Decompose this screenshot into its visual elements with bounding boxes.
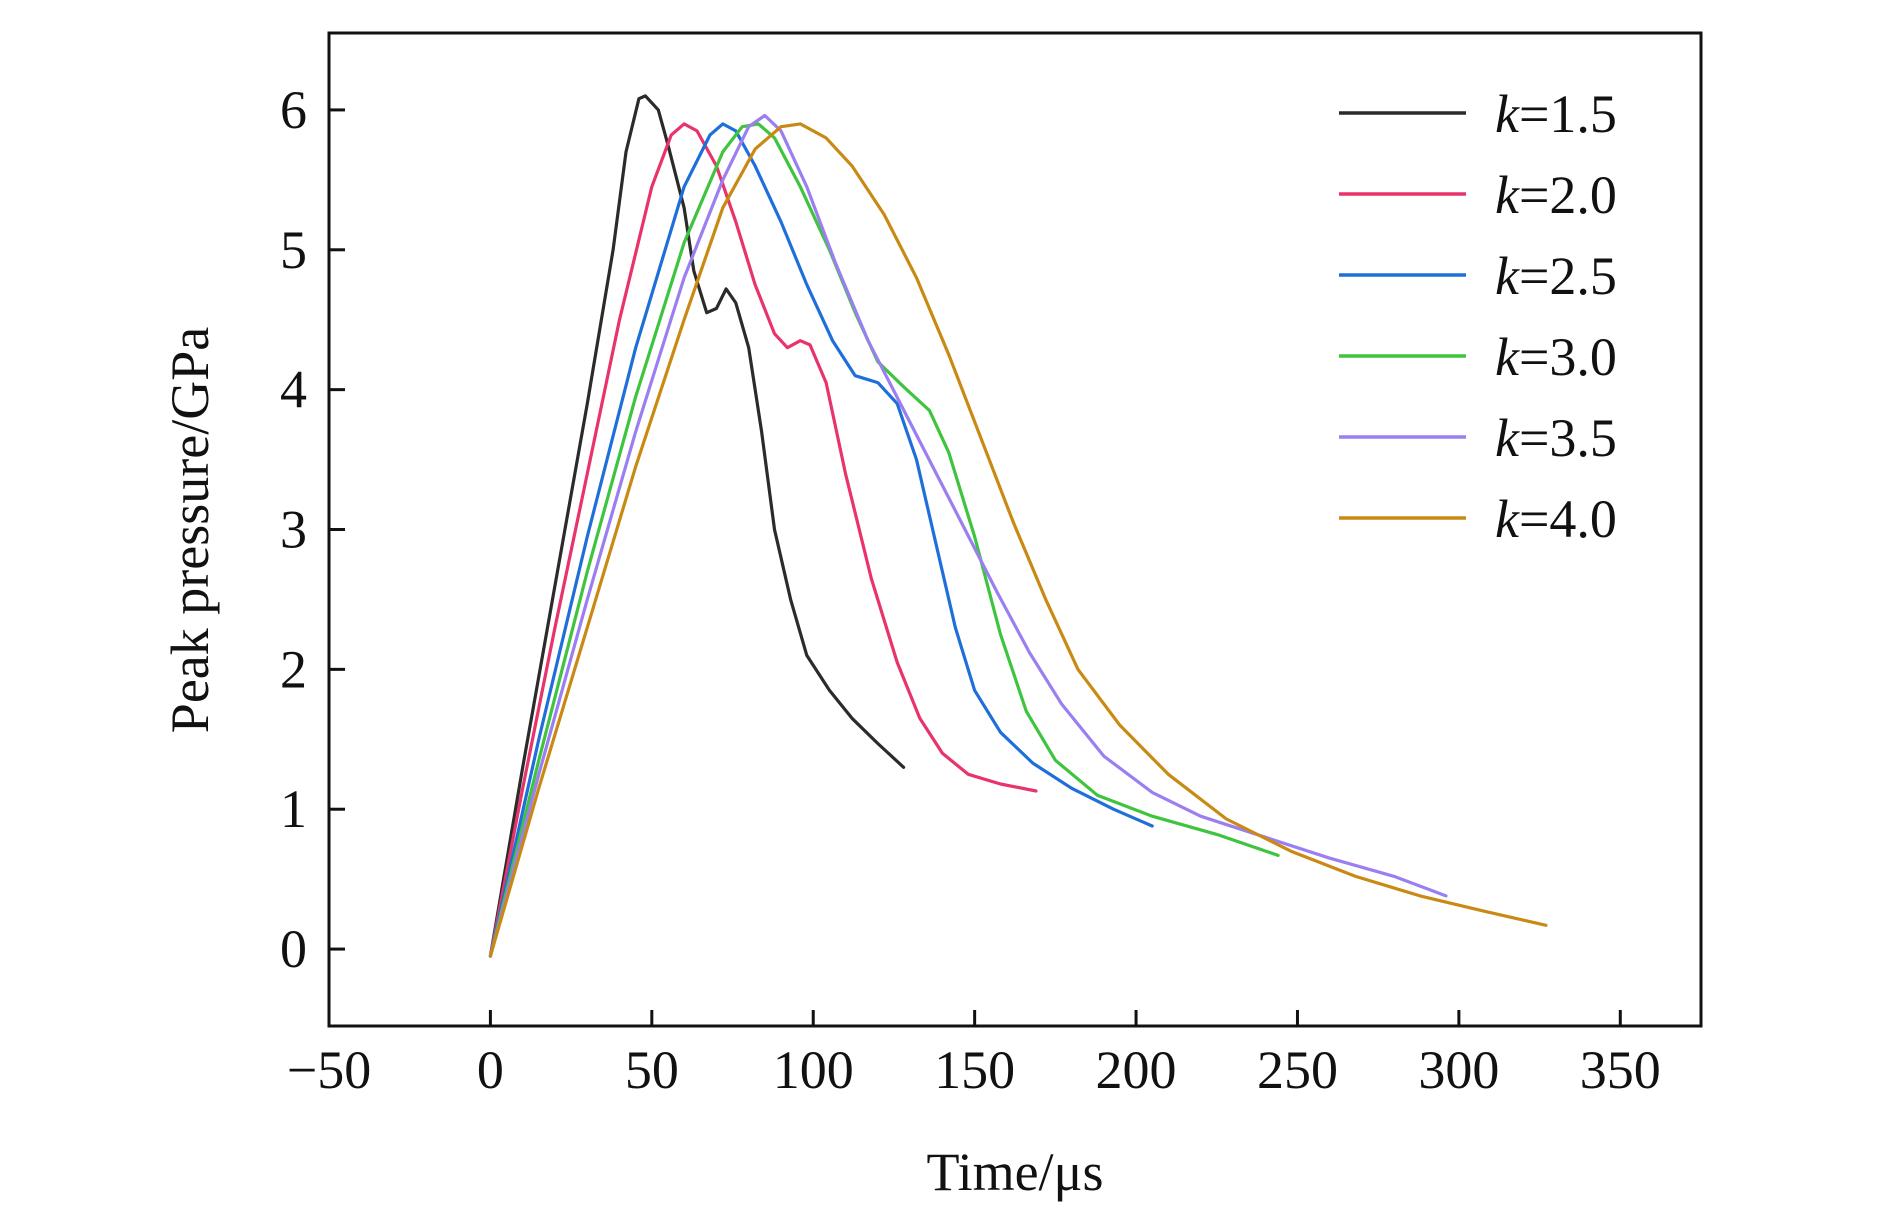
series-lines — [488, 94, 1548, 958]
series-line-k-3.5 — [488, 113, 1448, 958]
x-tick-label: 150 — [934, 1040, 1015, 1100]
series-line-k-1.5 — [488, 94, 906, 958]
legend-label: k=1.5 — [1495, 84, 1617, 144]
y-tick-label: 5 — [280, 220, 307, 280]
y-tick-label: 1 — [280, 779, 307, 839]
x-axis-title: Time/μs — [926, 1142, 1103, 1202]
series-line-k-4.0 — [488, 122, 1548, 958]
y-tick-label: 3 — [280, 500, 307, 560]
y-tick-label: 4 — [280, 360, 307, 420]
y-axis-ticks: 0 1 2 3 4 5 6 — [280, 80, 345, 979]
legend-label: k=4.0 — [1495, 489, 1617, 549]
y-tick-label: 6 — [280, 80, 307, 140]
x-axis-ticks: −50 0 50 100 150 200 250 300 350 — [287, 1010, 1661, 1100]
x-tick-label: 0 — [477, 1040, 504, 1100]
x-tick-label: 300 — [1418, 1040, 1499, 1100]
legend-label: k=2.0 — [1495, 165, 1617, 225]
legend-label: k=3.0 — [1495, 327, 1617, 387]
x-tick-label: 350 — [1580, 1040, 1661, 1100]
legend-label: k=3.5 — [1495, 408, 1617, 468]
series-line-k-3.0 — [488, 122, 1280, 958]
y-tick-label: 0 — [280, 919, 307, 979]
x-tick-label: 50 — [625, 1040, 679, 1100]
y-axis-title: Peak pressure/GPa — [160, 327, 220, 733]
legend: k=1.5 k=2.0 k=2.5 k=3.0 k=3.5 k=4.0 — [1339, 84, 1617, 549]
series-line-k-2.0 — [488, 122, 1038, 958]
x-tick-label: −50 — [287, 1040, 371, 1100]
y-tick-label: 2 — [280, 639, 307, 699]
x-tick-label: 100 — [773, 1040, 854, 1100]
x-tick-label: 250 — [1257, 1040, 1338, 1100]
series-line-k-2.5 — [488, 122, 1154, 958]
x-tick-label: 200 — [1096, 1040, 1177, 1100]
legend-label: k=2.5 — [1495, 246, 1617, 306]
